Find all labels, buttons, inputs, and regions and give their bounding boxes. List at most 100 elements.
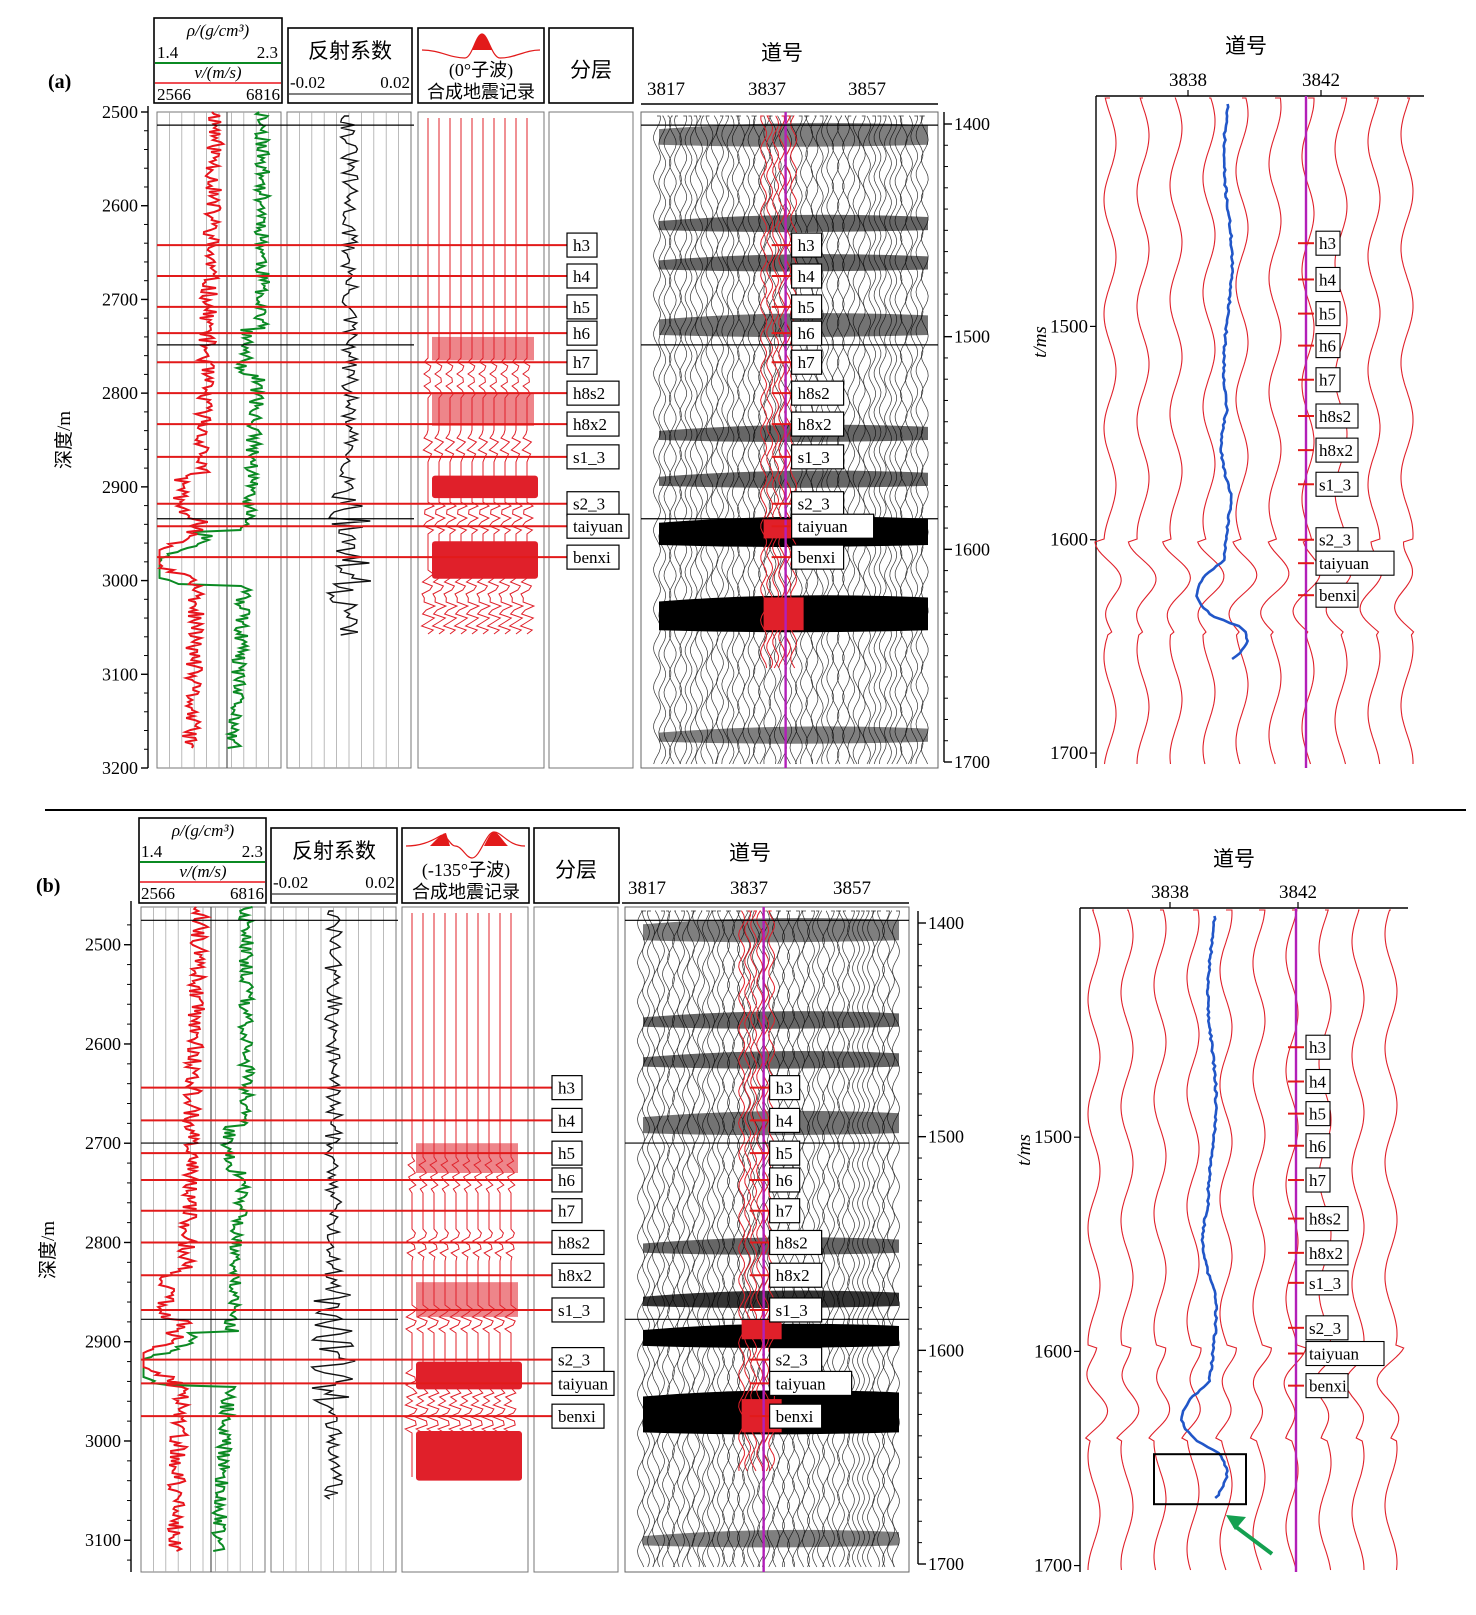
horizon-label: h4 [1309, 1072, 1327, 1091]
horizon-label: h8x2 [1319, 441, 1353, 460]
rc-curve [310, 910, 356, 1500]
rho-max: 2.3 [257, 43, 278, 62]
zoom-trace [1314, 909, 1341, 1571]
horizon-label-box [769, 1370, 853, 1397]
horizon-label-box [791, 380, 845, 406]
seismic-trace [887, 910, 895, 1568]
horizon-label-box [551, 1403, 605, 1429]
horizon-label: s2_3 [558, 1351, 590, 1370]
depth-tick-label: 2700 [85, 1133, 121, 1153]
synthetic-seismogram [420, 118, 538, 635]
synth-header: (-135°子波) 合成地震记录 [401, 827, 530, 904]
horizon-label: h4 [573, 267, 591, 286]
log-curves [157, 111, 372, 749]
horizon-label-box [769, 1262, 823, 1288]
horizon-label: taiyuan [776, 1374, 827, 1393]
horizon-label-box [551, 1370, 615, 1397]
layer-title: 分层 [570, 58, 612, 82]
horizon-label: h6 [798, 324, 815, 343]
horizon-label: h5 [798, 298, 815, 317]
horizon-label: h8s2 [798, 384, 830, 403]
horizon-label-box [769, 1229, 823, 1256]
horizon-label: s1_3 [776, 1301, 808, 1320]
zoom-x-tick: 3838 [1151, 882, 1189, 903]
horizon-label-box [1315, 301, 1341, 327]
embedded-synthetic [762, 910, 770, 1472]
horizon-label-box [769, 1075, 801, 1101]
horizon-label: taiyuan [1319, 554, 1370, 573]
density-curve [142, 906, 213, 1552]
zoom-y-tick: 1500 [1034, 1127, 1072, 1148]
horizon-label-box [1305, 1068, 1331, 1095]
synthetic-trace [414, 913, 429, 1477]
horizon-label: s2_3 [776, 1351, 808, 1370]
seismic-reflector [659, 214, 928, 233]
horizon-label: h6 [776, 1171, 793, 1190]
v-max: 6816 [230, 884, 264, 903]
horizon-label-box [769, 1167, 801, 1193]
depth-tick-label: 3100 [102, 664, 138, 684]
rc-header: 反射系数 -0.02 0.02 [270, 827, 398, 904]
horizon-label-box [1315, 403, 1359, 429]
zoom-x-tick: 3842 [1302, 70, 1340, 91]
horizon-label-box [566, 444, 620, 470]
zoom-title: 道号 [1213, 847, 1255, 871]
synthetic-event [432, 475, 538, 499]
time-axis: 1400 1500 1600 1700 t/ms [917, 911, 1035, 1574]
depth-tick-label: 2900 [102, 477, 138, 497]
zoom-trace [1196, 97, 1225, 765]
trace-tick-2: 3857 [848, 79, 886, 100]
synthetic-trace [491, 913, 506, 1477]
time-tick-label: 1400 [928, 913, 964, 933]
horizon-label-box [1315, 367, 1341, 393]
synthetic-seismogram [403, 913, 522, 1481]
seismic-trace [672, 910, 680, 1568]
horizon-label-box [566, 294, 598, 320]
time-tick-label: 1600 [954, 539, 990, 559]
horizon-label-box [791, 444, 845, 470]
synth-line1: (-135°子波) [422, 860, 510, 881]
embedded-synthetic [738, 910, 746, 1472]
synthetic-trace [458, 913, 473, 1477]
synthetic-trace [469, 913, 484, 1477]
horizon-label: h7 [1319, 371, 1337, 390]
rho-label: ρ/(g/cm³) [171, 821, 235, 840]
track-frame [401, 906, 529, 1573]
time-tick-label: 1600 [928, 1340, 964, 1360]
velocity-curve [142, 906, 257, 1552]
rc-header: 反射系数 -0.02 0.02 [287, 27, 413, 104]
seismic-reflector [643, 1529, 899, 1548]
depth-axis-label: 深度/m [53, 411, 75, 469]
horizon-label: h3 [798, 236, 815, 255]
rho-max: 2.3 [242, 842, 263, 861]
rc-min: -0.02 [273, 873, 308, 892]
horizon-label: h4 [558, 1111, 576, 1130]
zoom-y-tick: 1700 [1050, 743, 1088, 764]
horizon-label: h5 [1309, 1105, 1326, 1124]
zoom-y-tick: 1600 [1050, 530, 1088, 551]
depth-tick-label: 2600 [102, 196, 138, 216]
panel-a: (a) ρ/(g/cm³) 1.4 2.3 v/(m/s) 2566 6816 … [48, 17, 1424, 778]
trace-tick-1: 3837 [730, 878, 768, 899]
section-frame [640, 111, 939, 769]
horizon-label-box [551, 1229, 605, 1256]
depth-tick-label: 2500 [85, 935, 121, 955]
trace-title: 道号 [761, 41, 803, 65]
synthetic-event [416, 1282, 518, 1317]
synthetic-event [416, 1361, 522, 1390]
depth-axis-label: 深度/m [37, 1221, 59, 1279]
v-min: 2566 [157, 85, 191, 104]
horizon-label-box [1305, 1133, 1331, 1159]
track-frame [548, 111, 634, 769]
embedded-synthetic [766, 115, 774, 669]
horizon-label: benxi [1319, 586, 1357, 605]
horizon-label: h3 [558, 1079, 575, 1098]
horizon-label-box [1315, 266, 1341, 293]
horizon-label: h3 [1309, 1038, 1326, 1057]
v-label: v/(m/s) [194, 63, 242, 82]
horizon-label: h6 [1309, 1137, 1326, 1156]
well-trace [1179, 915, 1229, 1499]
horizon-label-box [791, 320, 823, 346]
synthetic-event [416, 1143, 518, 1173]
horizon-label: s1_3 [798, 448, 830, 467]
